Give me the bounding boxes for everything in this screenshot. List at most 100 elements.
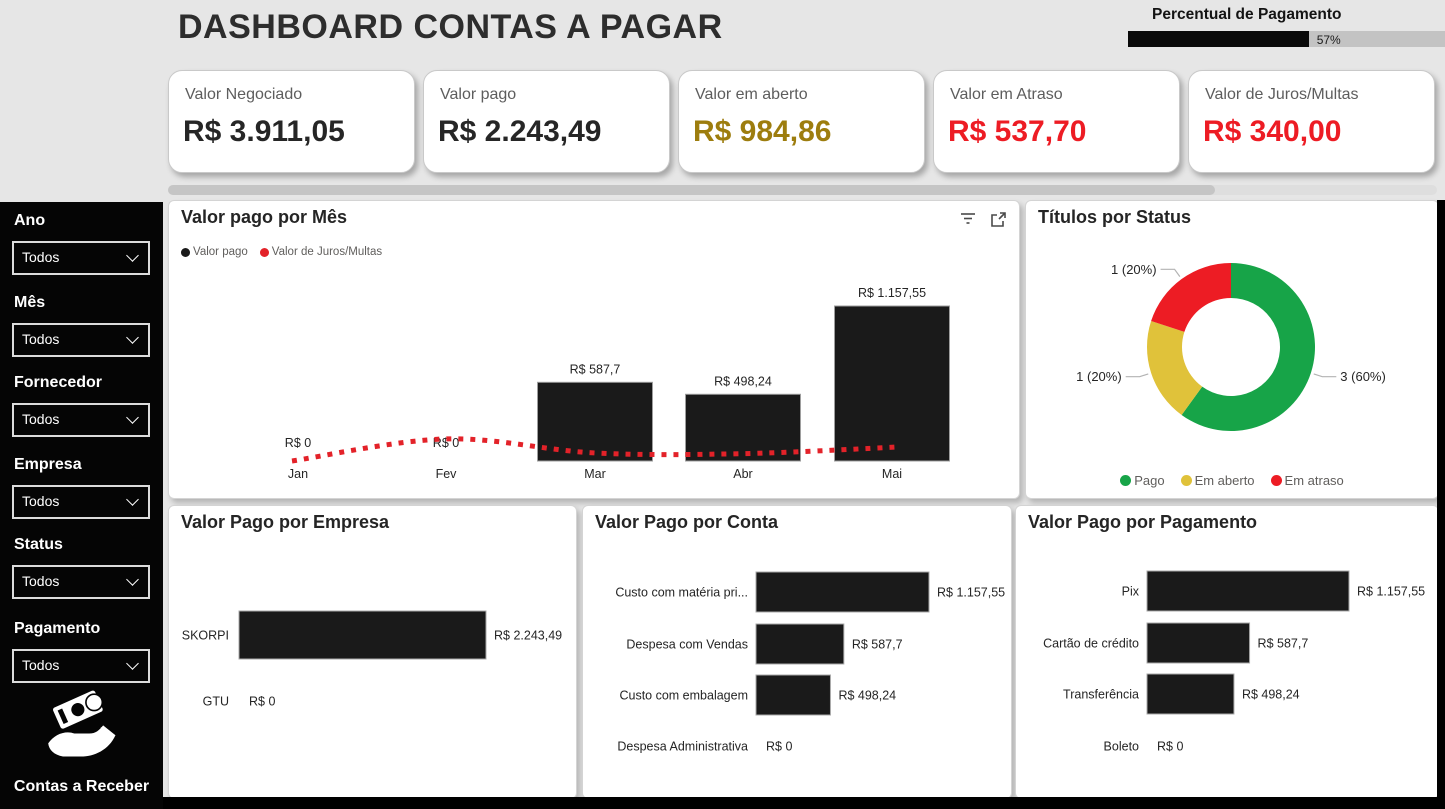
chart-label: R$ 1.157,55: [937, 586, 1005, 600]
hbar-chart-conta: Custo com matéria pri... R$ 1.157,55 Despe…: [615, 571, 1005, 754]
chart-legend: Valor pago Valor de Juros/Multas: [181, 246, 382, 258]
kpi-value: R$ 3.911,05: [183, 115, 345, 148]
donut-slice-em-atraso[interactable]: [1151, 263, 1231, 332]
filter-label-pagamento: Pagamento: [14, 620, 101, 637]
chart-label: R$ 498,24: [714, 374, 772, 388]
filter-label-status: Status: [14, 536, 63, 553]
legend-item-em-atraso[interactable]: Em atraso: [1270, 473, 1344, 488]
hbar-transfer-ncia[interactable]: [1146, 673, 1235, 715]
chart-label: Pix: [1122, 585, 1140, 599]
legend-dot-icon: [1120, 475, 1132, 486]
chart-label: R$ 498,24: [838, 689, 896, 703]
horizontal-scrollbar[interactable]: [168, 185, 1437, 195]
column-bar-Mai[interactable]: [834, 305, 950, 462]
chart-label: SKORPI: [182, 629, 229, 643]
page-edge-right: [1437, 200, 1445, 809]
hbar-chart-pagamento: Pix R$ 1.157,55 Cartão de crédito R$ 587,7 T…: [1043, 570, 1425, 754]
panel-title: Títulos por Status: [1038, 207, 1191, 227]
kpi-card-1: Valor Negociado R$ 3.911,05: [168, 70, 415, 173]
dropdown-selected-value: Todos: [22, 331, 60, 347]
hbar-custo-com-mat-ria-pri-[interactable]: [755, 571, 930, 613]
chart-label: R$ 0: [285, 436, 311, 450]
page-edge-bottom: [163, 797, 1445, 809]
filter-dropdown-status[interactable]: Todos: [12, 565, 150, 599]
filter-dropdown-fornecedor[interactable]: Todos: [12, 403, 150, 437]
hbar-despesa-com-vendas[interactable]: [755, 623, 845, 665]
panel-titulos-por-status: Títulos por Status 3 (60%) 1 (20%) 1 (20%)…: [1025, 200, 1439, 499]
focus-mode-icon[interactable]: [990, 211, 1007, 228]
hbar-skorpi[interactable]: [238, 610, 487, 660]
filter-icon[interactable]: [960, 211, 976, 225]
kpi-card-5: Valor de Juros/Multas R$ 340,00: [1188, 70, 1435, 173]
scrollbar-thumb[interactable]: [168, 185, 1215, 195]
panel-title: Valor Pago por Pagamento: [1028, 512, 1258, 532]
filter-dropdown-ano[interactable]: Todos: [12, 241, 150, 275]
hbar-custo-com-embalagem[interactable]: [755, 674, 831, 716]
filter-dropdown-mês[interactable]: Todos: [12, 323, 150, 357]
page-title: DASHBOARD CONTAS A PAGAR: [178, 8, 723, 46]
chart-legend: Pago Em aberto Em atraso: [1026, 473, 1438, 488]
kpi-label: Valor de Juros/Multas: [1205, 86, 1359, 103]
chart-label: GTU: [203, 695, 229, 709]
kpi-label: Valor Negociado: [185, 86, 303, 103]
chart-label: R$ 2.243,49: [494, 629, 562, 643]
donut-slice-pago[interactable]: [1181, 263, 1315, 431]
chart-label: Custo com matéria pri...: [615, 586, 748, 600]
chart-label: 1 (20%): [1111, 262, 1157, 277]
donut-slice-em-aberto[interactable]: [1147, 321, 1203, 415]
gauge-fill-bar: [1128, 31, 1309, 47]
legend-label: Valor pago: [193, 246, 248, 258]
kpi-value: R$ 340,00: [1203, 115, 1342, 148]
legend-item-pago[interactable]: Pago: [1120, 473, 1165, 488]
filter-dropdown-pagamento[interactable]: Todos: [12, 649, 150, 683]
gauge-title: Percentual de Pagamento: [1152, 6, 1342, 23]
dropdown-selected-value: Todos: [22, 573, 60, 589]
donut-chart: 3 (60%) 1 (20%) 1 (20%): [1076, 262, 1386, 431]
chart-label: R$ 587,7: [1258, 637, 1309, 651]
chart-label: 3 (60%): [1340, 369, 1386, 384]
chart-label: Fev: [436, 467, 458, 481]
label-leader-line: [1160, 268, 1181, 277]
hbar-pix[interactable]: [1146, 570, 1350, 612]
dropdown-selected-value: Todos: [22, 411, 60, 427]
chart-label: R$ 498,24: [1242, 688, 1300, 702]
legend-label: Pago: [1134, 473, 1165, 488]
kpi-value: R$ 537,70: [948, 115, 1087, 148]
filter-dropdown-empresa[interactable]: Todos: [12, 485, 150, 519]
chart-label: R$ 1.157,55: [1357, 585, 1425, 599]
contas-a-receber-button[interactable]: Contas a Receber: [13, 778, 150, 795]
chart-label: R$ 0: [766, 740, 792, 754]
filter-sidebar: Ano Todos Mês Todos Fornecedor Todos Empresa To…: [0, 202, 163, 809]
legend-dot-icon: [1270, 475, 1282, 486]
legend-dot-icon: [181, 247, 190, 257]
chart-label: Abr: [733, 467, 752, 481]
kpi-value: R$ 2.243,49: [438, 115, 602, 148]
chart-label: R$ 587,7: [852, 638, 903, 652]
filter-label-mês: Mês: [14, 294, 46, 311]
kpi-label: Valor em Atraso: [950, 86, 1063, 103]
juros-multas-dotted-line[interactable]: [291, 436, 900, 464]
panel-valor-pago-por-pagamento: Valor Pago por Pagamento Pix R$ 1.157,55 C…: [1015, 505, 1439, 799]
chart-label: R$ 587,7: [570, 362, 621, 376]
filter-label-ano: Ano: [14, 212, 46, 229]
panel-title: Valor Pago por Conta: [595, 512, 779, 532]
panel-valor-pago-por-conta: Valor Pago por Conta Custo com matéria p…: [582, 505, 1012, 799]
legend-item-em-aberto[interactable]: Em aberto: [1180, 473, 1255, 488]
column-bar-Abr[interactable]: [685, 393, 801, 462]
legend-item-valor-pago[interactable]: Valor pago: [181, 246, 248, 258]
chart-label: R$ 0: [249, 695, 275, 709]
kpi-card-4: Valor em Atraso R$ 537,70: [933, 70, 1180, 173]
chart-label: Cartão de crédito: [1043, 637, 1139, 651]
money-hand-icon[interactable]: [40, 684, 122, 770]
legend-dot-icon: [1180, 475, 1192, 486]
hbar-cart-o-de-cr-dito[interactable]: [1146, 622, 1251, 664]
dropdown-selected-value: Todos: [22, 493, 60, 509]
legend-item-valor-de-juros-multas[interactable]: Valor de Juros/Multas: [259, 246, 382, 258]
gauge-value-label: 57%: [1316, 33, 1341, 47]
chart-label: Boleto: [1104, 740, 1139, 754]
legend-label: Em atraso: [1284, 473, 1344, 488]
panel-valor-pago-por-empresa: Valor Pago por Empresa SKORPI R$ 2.243,49…: [168, 505, 577, 799]
chart-label: Despesa com Vendas: [626, 638, 748, 652]
